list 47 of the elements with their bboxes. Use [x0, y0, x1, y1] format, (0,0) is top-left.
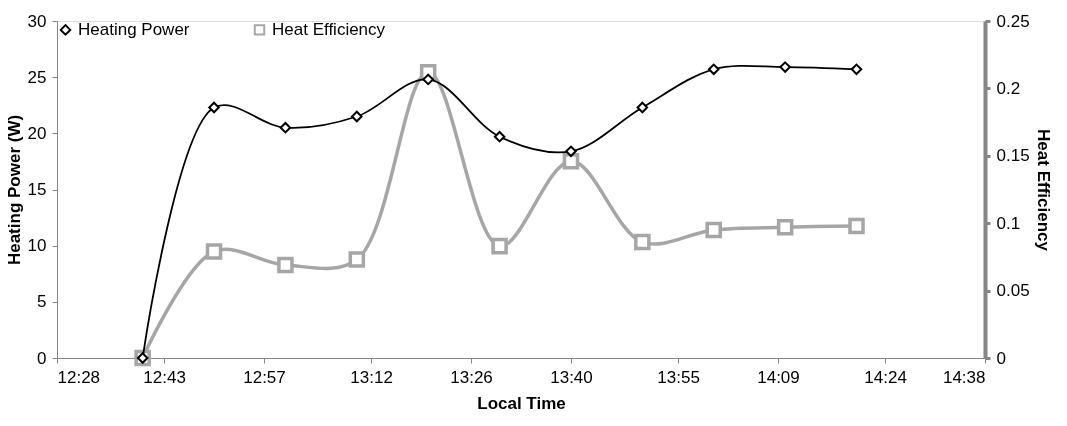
point — [279, 121, 292, 134]
point — [850, 63, 863, 76]
y2-axis-title: Heat Efficiency — [1033, 129, 1053, 252]
x-tick-label: 13:40 — [550, 367, 593, 387]
point — [708, 63, 720, 76]
point — [351, 110, 363, 123]
y-tick-label: 15 — [27, 180, 47, 199]
point — [705, 221, 723, 239]
y2-tick-label: 0.1 — [996, 213, 1021, 233]
x-tick-label: 14:24 — [864, 367, 907, 387]
point — [776, 218, 794, 236]
y2-tick-label: 0.05 — [996, 281, 1030, 301]
y2-tick-label: 0.15 — [996, 146, 1030, 166]
point — [562, 152, 580, 170]
point — [636, 101, 649, 114]
x-tick-label: 13:26 — [450, 367, 493, 387]
point — [848, 217, 865, 235]
x-tick-label: 14:38 — [942, 367, 986, 387]
x-tick-label: 12:28 — [57, 367, 101, 387]
point — [205, 243, 223, 260]
legend-label: Heating Power — [78, 19, 190, 39]
y-tick-label: 10 — [27, 236, 47, 256]
y-tick-label: 25 — [27, 67, 47, 87]
x-axis-title: Local Time — [477, 393, 566, 413]
point — [348, 251, 366, 268]
point — [422, 73, 434, 86]
point — [493, 130, 506, 143]
x-tick-label: 13:55 — [657, 367, 700, 387]
legend-label: Heat Efficiency — [272, 19, 386, 39]
point — [565, 145, 577, 158]
point — [634, 233, 651, 251]
x-tick-label: 12:57 — [243, 367, 286, 387]
point — [779, 61, 791, 73]
y-tick-label: 0 — [37, 348, 47, 368]
point — [208, 101, 220, 114]
y2-tick-label: 0 — [996, 348, 1006, 368]
x-tick-label: 12:43 — [143, 367, 186, 387]
point — [491, 237, 508, 255]
y2-tick-label: 0.25 — [996, 11, 1030, 31]
y-tick-label: 5 — [37, 292, 47, 312]
point — [277, 256, 294, 274]
y-axis-title: Heating Power (W) — [4, 114, 24, 266]
y-tick-label: 20 — [27, 123, 47, 143]
y2-tick-label: 0.2 — [996, 78, 1021, 98]
x-tick-label: 13:12 — [350, 367, 393, 387]
y-tick-label: 30 — [27, 11, 47, 31]
x-tick-label: 14:09 — [757, 367, 800, 387]
